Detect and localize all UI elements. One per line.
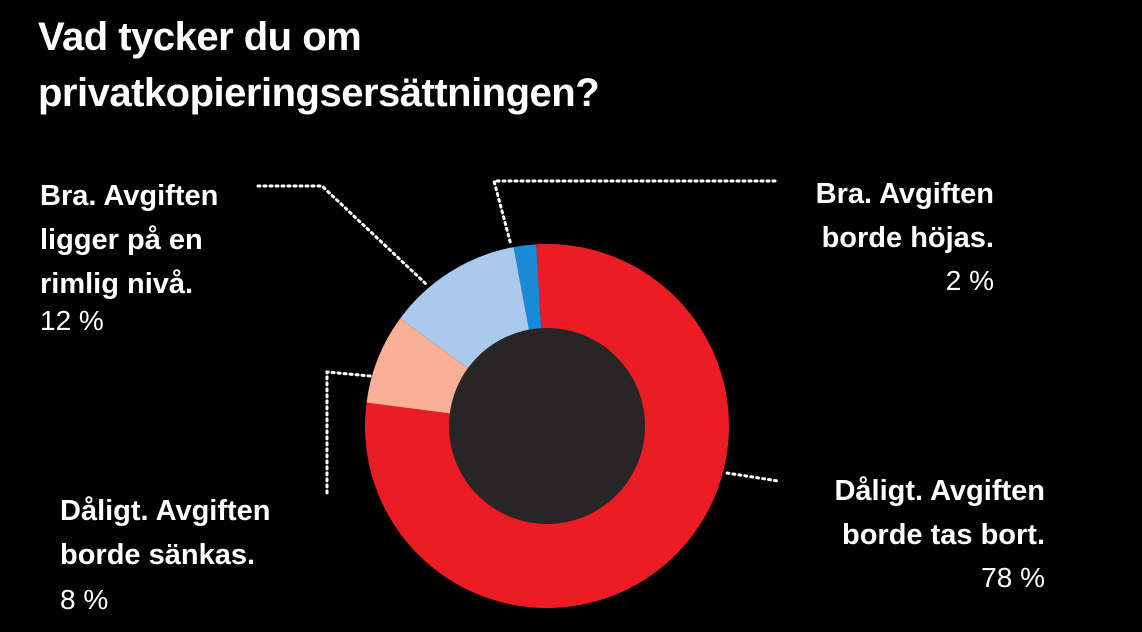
value-label-sankas: 8 % (60, 584, 108, 615)
value-label-hojas: 2 % (946, 265, 994, 296)
label-hojas-line-1: Bra. Avgiften (816, 178, 994, 210)
label-tas-bort-line-1: Dåligt. Avgiften (834, 475, 1045, 507)
leader-line-tas-bort (725, 471, 780, 483)
label-rimlig-line-2: ligger på en (40, 224, 203, 256)
label-rimlig-line-3: rimlig nivå. (40, 268, 193, 300)
label-rimlig-line-1: Bra. Avgiften (40, 180, 218, 212)
leader-lines (256, 179, 780, 496)
label-tas-bort-line-2: borde tas bort. (842, 519, 1045, 551)
leader-line-hojas (492, 179, 777, 247)
leader-line-sankas (325, 370, 372, 496)
value-label-rimlig: 12 % (40, 305, 104, 336)
value-label-tas-bort: 78 % (981, 562, 1045, 593)
leader-line-rimlig (256, 184, 428, 286)
label-hojas-line-2: borde höjas. (822, 222, 994, 254)
chart-title-line-2: privatkopieringsersättningen? (38, 71, 599, 115)
chart-title-line-1: Vad tycker du om (38, 15, 361, 59)
label-sankas-line-2: borde sänkas. (60, 539, 255, 571)
slice-labels: Bra. Avgiften borde höjas. 2 % Dåligt. Avgi… (40, 178, 1045, 615)
label-sankas-line-1: Dåligt. Avgiften (60, 495, 271, 527)
donut-center (449, 328, 645, 524)
chart-title: Vad tycker du om privatkopieringsersättni… (38, 15, 600, 115)
